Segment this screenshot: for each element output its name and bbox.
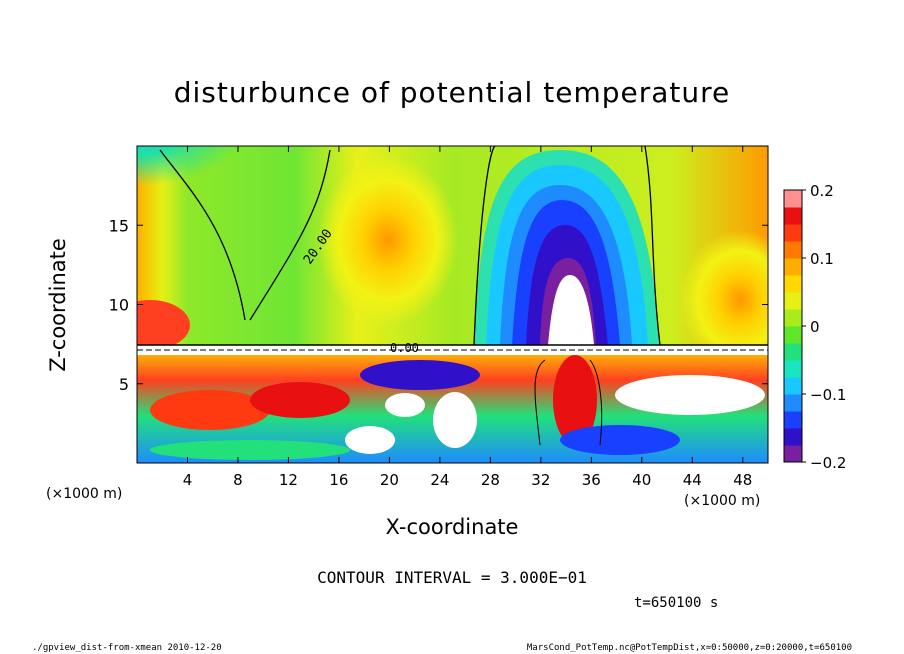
contour-interval: CONTOUR INTERVAL = 3.000E−01 — [317, 568, 587, 587]
colorbar-ticks: 0.2 0.1 0 −0.1 −0.2 — [802, 182, 846, 472]
heatmap-field — [137, 146, 768, 463]
x-tick-label: 16 — [329, 471, 348, 489]
colorbar-swatch — [784, 411, 802, 429]
x-tick-label: 36 — [582, 471, 601, 489]
colorbar-swatch — [784, 309, 802, 327]
footer-right: MarsCond_PotTemp.nc@PotTempDist,x=0:5000… — [526, 643, 852, 653]
x-tick-label: 12 — [279, 471, 298, 489]
x-tick-label: 8 — [233, 471, 243, 489]
colorbar-swatch — [784, 445, 802, 463]
contour-label-000: 0.00 — [390, 341, 419, 355]
chart-title: disturbunce of potential temperature — [173, 76, 731, 109]
x-tick-label: 4 — [183, 471, 193, 489]
colorbar — [784, 190, 802, 463]
y-tick-label: 10 — [109, 296, 129, 315]
x-tick-label: 28 — [481, 471, 500, 489]
colorbar-swatch — [784, 224, 802, 242]
x-tick-label: 44 — [683, 471, 702, 489]
colorbar-tick-label: −0.1 — [810, 386, 846, 404]
colorbar-swatch — [784, 394, 802, 412]
colorbar-tick-label: 0 — [810, 318, 820, 336]
colorbar-swatch — [784, 428, 802, 446]
y-axis: 5 10 15 — [109, 216, 768, 394]
time-label: t=650100 s — [634, 595, 719, 611]
y-tick-label: 5 — [119, 375, 129, 394]
colorbar-swatch — [784, 207, 802, 225]
x-axis-label: X-coordinate — [385, 515, 519, 539]
x-tick-label: 24 — [430, 471, 449, 489]
footer-left: ./gpview_dist-from-xmean 2010-12-20 — [32, 643, 222, 653]
colorbar-swatch — [784, 241, 802, 259]
x-tick-label: 20 — [380, 471, 399, 489]
colorbar-swatch — [784, 258, 802, 276]
x-tick-label: 32 — [531, 471, 550, 489]
colorbar-swatch — [784, 292, 802, 310]
y-tick-label: 15 — [109, 216, 129, 235]
colorbar-tick-label: 0.1 — [810, 250, 834, 268]
colorbar-swatch — [784, 326, 802, 344]
y-axis-label: Z-coordinate — [46, 238, 70, 372]
colorbar-swatch — [784, 377, 802, 395]
x-unit-left: (×1000 m) — [46, 486, 123, 502]
colorbar-tick-label: 0.2 — [810, 182, 834, 200]
colorbar-swatch — [784, 190, 802, 208]
x-axis: 4 8 12 16 20 24 28 32 36 40 44 48 — [183, 146, 752, 489]
x-tick-label: 48 — [733, 471, 752, 489]
colorbar-tick-label: −0.2 — [810, 454, 846, 472]
colorbar-swatch — [784, 275, 802, 293]
x-tick-label: 40 — [632, 471, 651, 489]
colorbar-swatch — [784, 343, 802, 361]
x-unit-right: (×1000 m) — [684, 493, 761, 509]
colorbar-swatch — [784, 360, 802, 378]
